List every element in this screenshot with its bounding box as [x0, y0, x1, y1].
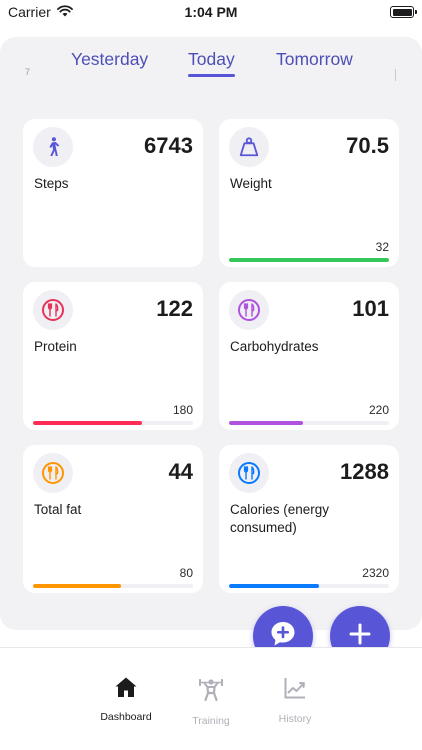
- carbohydrates-progress-fill: [229, 421, 303, 425]
- walking-icon: [33, 127, 73, 167]
- day-selector: 7 Yesterday Today Tomorrow: [0, 49, 422, 83]
- card-protein[interactable]: 122 Protein 180: [23, 282, 203, 430]
- card-carbohydrates[interactable]: 101 Carbohydrates 220: [219, 282, 399, 430]
- weightlifter-icon: [198, 676, 224, 707]
- weight-value: 70.5: [346, 133, 389, 158]
- tab-yesterday[interactable]: Yesterday: [71, 49, 149, 69]
- protein-progress-fill: [33, 421, 142, 425]
- total-fat-progress-fill: [33, 584, 121, 588]
- weight-label: Weight: [230, 176, 272, 191]
- tab-dashboard-label: Dashboard: [100, 711, 152, 723]
- total-fat-label: Total fat: [34, 502, 82, 517]
- fork-knife-icon: [33, 290, 73, 330]
- carbohydrates-label: Carbohydrates: [230, 339, 319, 354]
- fork-knife-icon: [229, 453, 269, 493]
- calories-target: 2320: [362, 566, 389, 580]
- fork-knife-icon: [229, 290, 269, 330]
- tab-today[interactable]: Today: [188, 49, 235, 77]
- plus-icon: [349, 623, 371, 650]
- dashboard-panel: 7 Yesterday Today Tomorrow 6743 Steps 70…: [0, 37, 422, 630]
- protein-target: 180: [172, 403, 193, 417]
- carbohydrates-value: 101: [352, 296, 389, 321]
- total-fat-progress-bar: [33, 584, 193, 588]
- calories-progress-bar: [229, 584, 389, 588]
- calories-label: Calories (energy consumed): [230, 502, 330, 535]
- card-calories[interactable]: 1288 Calories (energy consumed) 2320: [219, 445, 399, 593]
- steps-value: 6743: [144, 133, 193, 158]
- fork-knife-icon: [33, 453, 73, 493]
- protein-label: Protein: [34, 339, 77, 354]
- carbohydrates-progress-bar: [229, 421, 389, 425]
- calories-progress-fill: [229, 584, 319, 588]
- card-steps[interactable]: 6743 Steps: [23, 119, 203, 267]
- carrier-label: Carrier: [8, 4, 51, 20]
- steps-label: Steps: [34, 176, 69, 191]
- wifi-icon: [56, 4, 73, 20]
- tab-tomorrow[interactable]: Tomorrow: [276, 49, 353, 69]
- protein-progress-bar: [33, 421, 193, 425]
- tab-training-label: Training: [192, 715, 230, 727]
- chart-line-icon: [283, 676, 307, 705]
- card-weight[interactable]: 70.5 Weight 32: [219, 119, 399, 267]
- tab-training[interactable]: Training: [171, 676, 251, 727]
- weight-target: 32: [375, 240, 389, 254]
- tab-history-label: History: [278, 713, 312, 725]
- tab-dashboard[interactable]: Dashboard: [86, 676, 166, 723]
- status-left: Carrier: [8, 4, 73, 20]
- battery-icon: [390, 6, 417, 18]
- tab-history[interactable]: History: [255, 676, 335, 725]
- weight-progress-bar: [229, 258, 389, 262]
- total-fat-target: 80: [179, 566, 193, 580]
- card-total-fat[interactable]: 44 Total fat 80: [23, 445, 203, 593]
- total-fat-value: 44: [168, 459, 193, 484]
- carbohydrates-target: 220: [368, 403, 389, 417]
- weight-scale-icon: [229, 127, 269, 167]
- protein-value: 122: [156, 296, 193, 321]
- calories-value: 1288: [340, 459, 389, 484]
- day-tab-right-marker: [395, 69, 396, 81]
- home-icon: [114, 676, 138, 703]
- status-bar: Carrier 1:04 PM: [0, 0, 422, 24]
- day-tab-left-marker: 7: [25, 67, 31, 77]
- chat-add-icon: [268, 619, 298, 654]
- weight-progress-fill: [229, 258, 389, 262]
- bottom-tab-bar: Dashboard Training History: [0, 647, 422, 750]
